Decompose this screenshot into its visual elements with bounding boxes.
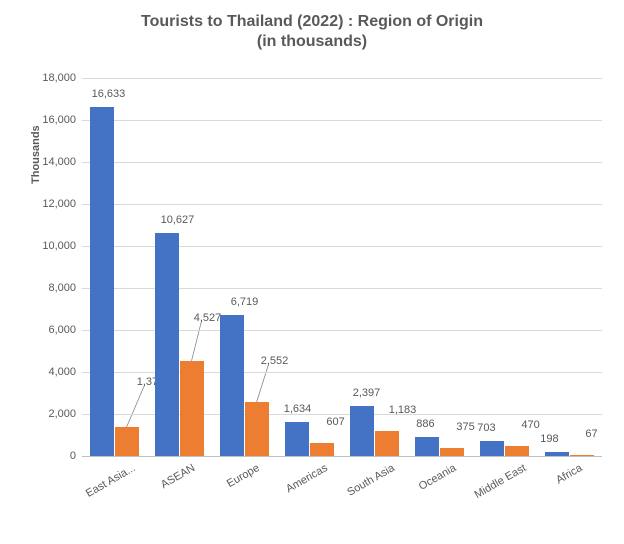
chart-title-line1: Tourists to Thailand (2022) : Region of … (141, 13, 483, 30)
gridline (82, 456, 602, 457)
plot-area: 02,0004,0006,0008,00010,00012,00014,0001… (82, 78, 602, 456)
data-label: 886 (416, 418, 434, 430)
gridline (82, 120, 602, 121)
data-label: 198 (540, 433, 558, 445)
bar-series1 (415, 437, 439, 456)
bar-series2 (115, 427, 139, 456)
gridline (82, 162, 602, 163)
bar-series2 (440, 448, 464, 456)
chart-title: Tourists to Thailand (2022) : Region of … (0, 12, 624, 52)
chart-container: Tourists to Thailand (2022) : Region of … (0, 0, 624, 544)
data-label: 375 (456, 421, 474, 433)
y-tick-label: 14,000 (42, 156, 82, 168)
bar-series2 (180, 361, 204, 456)
bar-series1 (155, 233, 179, 456)
data-label: 1,183 (389, 404, 417, 416)
bar-series2 (310, 443, 334, 456)
y-tick-label: 12,000 (42, 198, 82, 210)
data-label: 6,719 (231, 296, 259, 308)
data-label: 2,397 (353, 387, 381, 399)
gridline (82, 78, 602, 79)
y-tick-label: 6,000 (48, 324, 82, 336)
bar-series1 (545, 452, 569, 456)
data-label: 4,527 (194, 312, 222, 324)
y-tick-label: 4,000 (48, 366, 82, 378)
data-label: 607 (326, 416, 344, 428)
bar-series1 (90, 107, 114, 456)
y-tick-label: 0 (70, 450, 82, 462)
bar-series2 (375, 431, 399, 456)
data-label: 67 (585, 428, 597, 440)
bar-series1 (480, 441, 504, 456)
bar-series1 (220, 315, 244, 456)
data-label: 10,627 (161, 214, 195, 226)
data-label: 1,634 (284, 403, 312, 415)
bar-series2 (505, 446, 529, 456)
data-label: 2,552 (261, 355, 289, 367)
bar-series2 (245, 402, 269, 456)
bar-series2 (570, 455, 594, 456)
y-axis-label: Thousands (30, 125, 42, 184)
data-label: 16,633 (92, 88, 126, 100)
data-label: 703 (477, 422, 495, 434)
gridline (82, 204, 602, 205)
chart-title-line2: (in thousands) (257, 33, 367, 50)
y-tick-label: 10,000 (42, 240, 82, 252)
y-tick-label: 16,000 (42, 114, 82, 126)
y-tick-label: 8,000 (48, 282, 82, 294)
data-label: 470 (521, 419, 539, 431)
bar-series1 (350, 406, 374, 456)
y-tick-label: 18,000 (42, 72, 82, 84)
y-tick-label: 2,000 (48, 408, 82, 420)
bar-series1 (285, 422, 309, 456)
